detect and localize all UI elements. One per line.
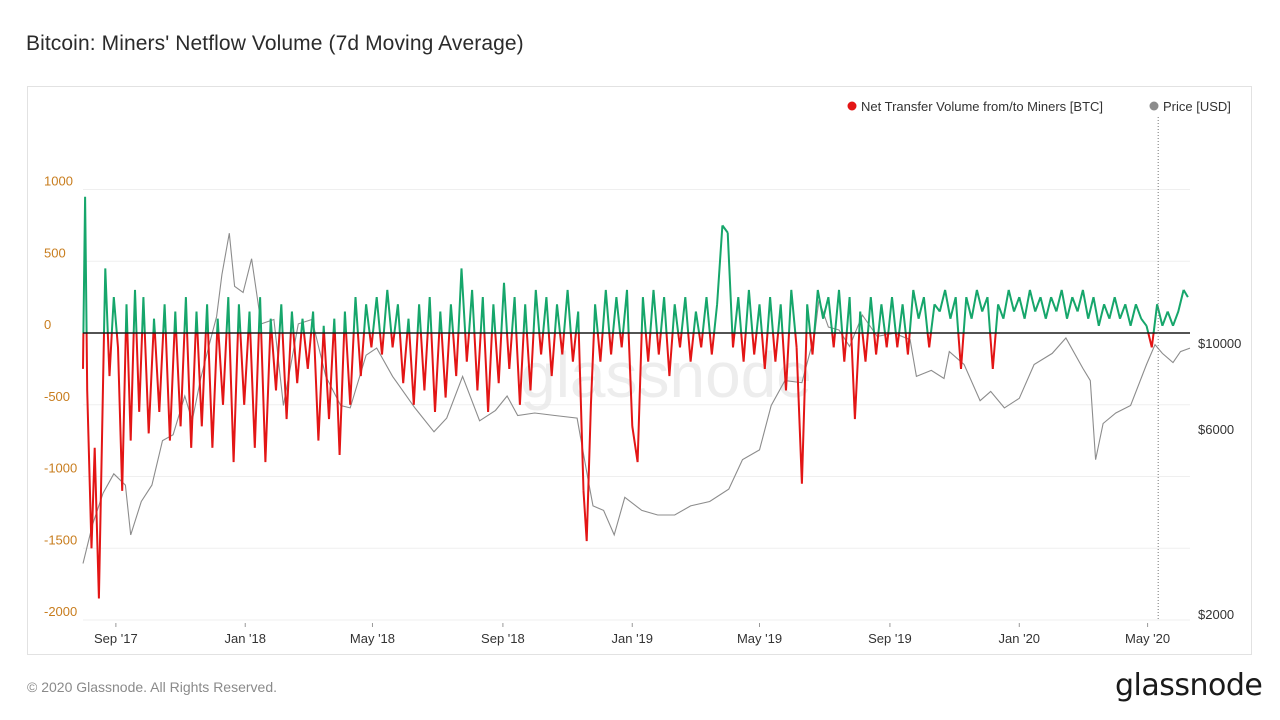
y-right-tick-label: $2000: [1198, 607, 1234, 622]
y-left-tick-label: 1000: [44, 174, 73, 189]
netflow-series: [82, 196, 1189, 599]
watermark-text: glassnode: [520, 339, 812, 411]
x-axis: Sep '17 Jan '18 May '18 Sep '18 Jan '19 May '…: [94, 623, 1170, 646]
x-tick-label: Sep '18: [481, 631, 525, 646]
x-tick-label: Jan '19: [612, 631, 654, 646]
y-left-tick-label: -1000: [44, 461, 77, 476]
x-tick-label: Jan '20: [999, 631, 1041, 646]
chart-title: Bitcoin: Miners' Netflow Volume (7d Movi…: [26, 32, 524, 55]
y-left-tick-label: 0: [44, 317, 51, 332]
chart-panel: glassnode 1000 500 0 -500 -1000 -1500 -2000 $1…: [27, 86, 1252, 655]
y-left-tick-label: -2000: [44, 604, 77, 619]
x-tick-label: Sep '19: [868, 631, 912, 646]
netflow-chart[interactable]: glassnode 1000 500 0 -500 -1000 -1500 -2000 $1…: [28, 87, 1253, 656]
right-y-axis: $10000 $6000 $2000: [1198, 336, 1241, 622]
brand-logo: glassnode: [1115, 668, 1263, 703]
legend-dot-price: [1149, 101, 1159, 111]
y-left-tick-label: 500: [44, 245, 66, 260]
x-tick-label: May '18: [350, 631, 395, 646]
y-right-tick-label: $10000: [1198, 336, 1241, 351]
legend-label-price: Price [USD]: [1163, 99, 1231, 114]
legend-label-netflow: Net Transfer Volume from/to Miners [BTC]: [861, 99, 1103, 114]
netflow-negative-line: [82, 332, 1155, 599]
netflow-positive-line: [82, 196, 1189, 334]
price-series: [82, 233, 1191, 564]
left-y-axis: 1000 500 0 -500 -1000 -1500 -2000: [44, 174, 77, 620]
y-left-tick-label: -500: [44, 389, 70, 404]
x-tick-label: May '19: [737, 631, 782, 646]
copyright-text: © 2020 Glassnode. All Rights Reserved.: [27, 679, 278, 695]
legend-dot-netflow: [847, 101, 857, 111]
x-tick-label: May '20: [1125, 631, 1170, 646]
x-tick-label: Sep '17: [94, 631, 138, 646]
legend: Net Transfer Volume from/to Miners [BTC]…: [847, 99, 1231, 114]
y-right-tick-label: $6000: [1198, 422, 1234, 437]
y-left-tick-label: -1500: [44, 532, 77, 547]
price-line: [82, 233, 1191, 564]
x-tick-label: Jan '18: [224, 631, 266, 646]
